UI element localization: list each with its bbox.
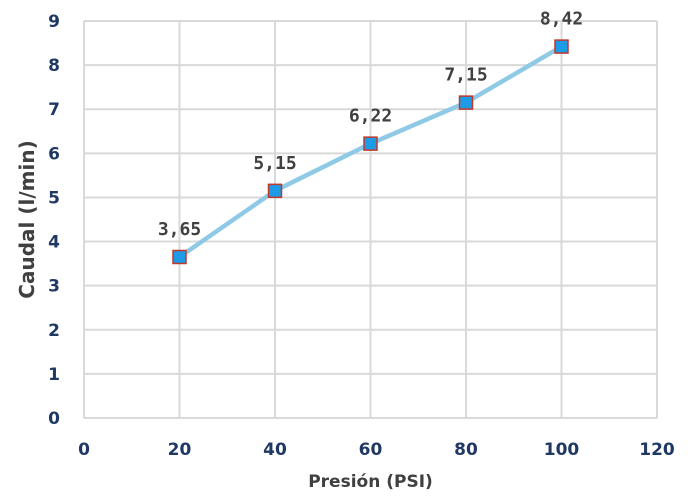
- y-tick-label: 8: [48, 56, 60, 76]
- y-tick-label: 0: [48, 409, 60, 429]
- y-tick-label: 5: [48, 188, 60, 208]
- data-label: 5,15: [253, 153, 296, 174]
- y-tick-label: 9: [48, 12, 60, 32]
- x-axis-ticks: 0 20 40 60 80 100 120: [78, 440, 675, 460]
- data-point-dot: [270, 185, 280, 196]
- data-label: 6,22: [349, 106, 392, 127]
- x-tick-label: 60: [359, 440, 383, 460]
- grid-lines: [83, 20, 658, 419]
- data-point-dot: [556, 41, 567, 52]
- y-tick-label: 1: [48, 365, 60, 385]
- data-labels: 3,65 5,15 6,22 7,15 8,42: [158, 9, 583, 240]
- data-label: 3,65: [158, 219, 201, 240]
- x-tick-label: 80: [454, 440, 478, 460]
- y-tick-label: 3: [48, 277, 60, 297]
- x-tick-label: 20: [168, 440, 192, 460]
- data-point-dot: [365, 138, 376, 149]
- data-label: 8,42: [540, 9, 583, 30]
- x-tick-label: 100: [544, 440, 580, 460]
- data-label: 7,15: [444, 65, 487, 86]
- y-axis-title: Caudal (l/min): [15, 140, 39, 298]
- x-axis-title: Presión (PSI): [308, 472, 433, 492]
- y-axis-ticks: 0 1 2 3 4 5 6 7 8 9: [48, 12, 60, 429]
- data-point-dot: [174, 251, 185, 262]
- x-tick-label: 40: [263, 440, 287, 460]
- data-point-dot: [461, 97, 471, 108]
- y-tick-label: 7: [48, 100, 60, 120]
- series-layer: [172, 39, 569, 265]
- x-tick-label: 120: [639, 440, 675, 460]
- y-tick-label: 2: [48, 321, 60, 341]
- y-tick-label: 4: [48, 233, 60, 253]
- x-tick-label: 0: [78, 440, 90, 460]
- y-tick-label: 6: [48, 144, 60, 164]
